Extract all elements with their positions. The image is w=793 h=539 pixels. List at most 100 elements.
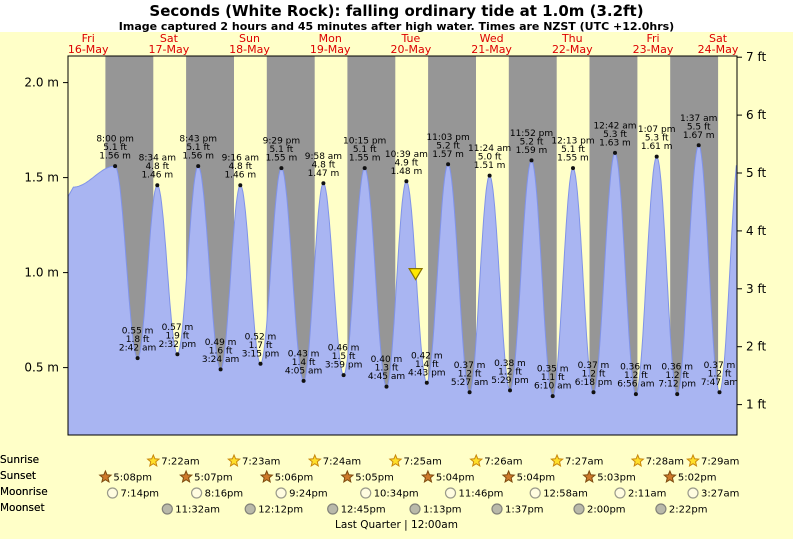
day-label: Sat	[709, 32, 728, 45]
tide-curve	[67, 144, 738, 436]
sunset-star-icon	[98, 469, 113, 483]
astro-time: 7:29am	[701, 457, 739, 468]
tide-extreme-dot	[613, 150, 617, 155]
tide-annotation-low: 0.49 m1.6 ft3:24 am	[202, 338, 239, 372]
tide-extreme-dot	[424, 380, 429, 385]
svg-text:5.5 ft: 5.5 ft	[687, 122, 711, 132]
day-label: Thu	[561, 32, 583, 45]
tide-annotation-high: 12:42 am5.3 ft1.63 m	[593, 121, 637, 155]
svg-text:6:56 am: 6:56 am	[617, 380, 654, 390]
svg-text:8:00 pm: 8:00 pm	[96, 135, 134, 145]
svg-text:5:29 pm: 5:29 pm	[491, 376, 529, 386]
svg-text:4:45 am: 4:45 am	[368, 372, 405, 382]
svg-text:1.2 ft: 1.2 ft	[458, 369, 482, 379]
svg-text:1.6 ft: 1.6 ft	[209, 346, 233, 356]
astro-time: 7:14pm	[121, 489, 160, 500]
astro-time: 7:28am	[646, 457, 684, 468]
svg-text:1.47 m: 1.47 m	[308, 169, 340, 179]
moonrise-icon	[444, 487, 457, 499]
svg-text:1.55 m: 1.55 m	[349, 154, 381, 164]
sunset-row-label-right: Sunset	[0, 470, 37, 482]
svg-text:1.3 ft: 1.3 ft	[375, 364, 399, 374]
svg-text:10:39 am: 10:39 am	[385, 150, 428, 160]
tide-extreme-dot	[301, 378, 306, 383]
svg-text:0.36 m: 0.36 m	[620, 363, 652, 373]
svg-text:1.63 m: 1.63 m	[599, 138, 631, 148]
svg-text:1.51 m: 1.51 m	[474, 161, 506, 171]
tide-extreme-dot	[654, 154, 659, 159]
chart-title: Seconds (White Rock): falling ordinary t…	[149, 2, 644, 20]
svg-text:0.43 m: 0.43 m	[288, 349, 320, 359]
day-label: Tue	[401, 32, 421, 45]
y-tick-label-right: 1 ft	[746, 398, 766, 412]
moonrise-icon	[360, 487, 372, 499]
day-label: Mon	[319, 32, 342, 45]
plot-border	[67, 55, 738, 436]
tide-extreme-dot	[633, 392, 638, 397]
tide-annotation-low: 0.37 m1.2 ft5:27 am	[451, 361, 488, 395]
day-date-label: 24-May	[698, 43, 739, 56]
svg-text:0.42 m: 0.42 m	[411, 351, 443, 361]
day-label: Fri	[646, 32, 659, 45]
svg-text:1.48 m: 1.48 m	[391, 167, 423, 177]
day-date-label: 16-May	[68, 43, 109, 56]
svg-text:12:13 pm: 12:13 pm	[551, 137, 594, 147]
tide-extreme-dot	[487, 173, 492, 178]
svg-text:9:16 am: 9:16 am	[222, 154, 259, 164]
moonrise-icon	[191, 487, 203, 499]
tide-extreme-dot	[238, 183, 243, 188]
day-label: Sat	[160, 32, 179, 45]
tide-annotation-low: 0.37 m1.2 ft6:18 pm	[575, 361, 612, 395]
svg-text:0.37 m: 0.37 m	[578, 361, 610, 371]
moonset-icon	[161, 503, 173, 515]
svg-text:1.2 ft: 1.2 ft	[665, 371, 689, 381]
astro-time: 8:16pm	[205, 489, 244, 500]
astro-time: 5:04pm	[436, 473, 475, 484]
svg-text:1.7 ft: 1.7 ft	[249, 341, 273, 351]
sunrise-row-label-left: Sunrise	[0, 454, 40, 466]
svg-text:1.8 ft: 1.8 ft	[126, 335, 150, 345]
moonset-icon	[491, 503, 503, 515]
tide-extreme-dot	[717, 390, 722, 395]
tide-extreme-dot	[175, 352, 180, 357]
moonset-icon	[327, 503, 339, 515]
tide-annotation-low: 0.43 m1.4 ft4:05 am	[285, 349, 322, 383]
tide-extreme-dot	[696, 143, 701, 148]
moonset-icon	[573, 503, 585, 515]
astro-time: 11:32am	[175, 505, 220, 516]
svg-text:1.56 m: 1.56 m	[99, 152, 131, 162]
astro-time: 7:22am	[161, 457, 199, 468]
svg-text:5.1 ft: 5.1 ft	[561, 145, 585, 155]
sunrise-star-icon	[469, 453, 484, 467]
sunrise-star-icon	[686, 453, 700, 467]
sunrise-star-icon	[550, 453, 564, 467]
y-tick-label-right: 3 ft	[746, 282, 766, 296]
svg-text:1.2 ft: 1.2 ft	[624, 371, 648, 381]
moonset-icon	[655, 503, 667, 515]
tide-annotation-high: 8:43 pm5.1 ft1.56 m	[179, 135, 217, 169]
tide-annotation-high: 8:34 am4.8 ft1.46 m	[139, 154, 176, 188]
svg-text:1.4 ft: 1.4 ft	[292, 358, 316, 368]
moonrise-icon	[106, 487, 119, 499]
current-tide-marker	[408, 268, 424, 281]
svg-text:3:24 am: 3:24 am	[202, 355, 239, 365]
day-date-label: 20-May	[391, 43, 432, 56]
tide-extreme-dot	[113, 164, 118, 169]
moon-phase-footer: Last Quarter | 12:00am	[335, 519, 458, 531]
svg-text:1.5 ft: 1.5 ft	[332, 352, 356, 362]
svg-text:0.35 m: 0.35 m	[537, 365, 569, 375]
astro-time: 2:22pm	[669, 505, 708, 516]
sunrise-star-icon	[227, 453, 241, 467]
tide-extreme-dot	[279, 166, 284, 171]
chart-subtitle: Image captured 2 hours and 45 minutes af…	[118, 20, 675, 33]
astro-time: 5:03pm	[597, 473, 636, 484]
svg-text:0.37 m: 0.37 m	[454, 361, 486, 371]
svg-text:0.49 m: 0.49 m	[205, 338, 237, 348]
svg-text:5.1 ft: 5.1 ft	[103, 143, 127, 153]
svg-text:1.1 ft: 1.1 ft	[541, 373, 565, 383]
astro-time: 12:12pm	[258, 505, 303, 516]
svg-text:12:42 am: 12:42 am	[593, 121, 636, 131]
sunset-row-label-left: Sunset	[0, 470, 37, 482]
moonrise-icon	[529, 487, 541, 499]
